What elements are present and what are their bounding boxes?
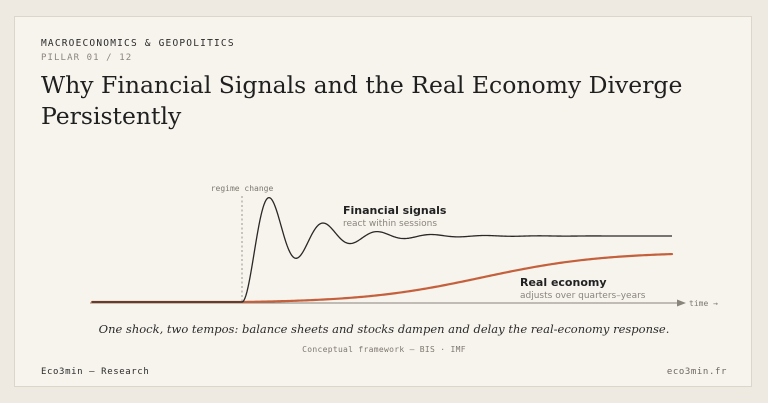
page-title: Why Financial Signals and the Real Econo…: [41, 71, 683, 130]
regime-change-label: regime change: [211, 184, 274, 193]
time-axis-label: time →: [689, 299, 718, 308]
footer-brand: Eco3min — Research: [41, 367, 150, 377]
financial-signals-subtitle: react within sessions: [343, 219, 437, 229]
footer-site-link[interactable]: eco3min.fr: [666, 367, 727, 377]
time-axis-arrowhead: [677, 299, 686, 307]
pillar-counter: PILLAR 01 / 12: [41, 53, 133, 63]
financial-signals-title: Financial signals: [343, 204, 447, 217]
figure-caption: One shock, two tempos: balance sheets an…: [98, 322, 670, 336]
real-economy-subtitle: adjusts over quarters–years: [520, 291, 646, 301]
card-frame: [14, 16, 752, 387]
category-kicker: MACROECONOMICS & GEOPOLITICS: [41, 38, 235, 49]
real-economy-title: Real economy: [520, 276, 607, 289]
financial-signals-curve: [92, 196, 672, 303]
source-note: Conceptual framework — BIS · IMF: [302, 345, 466, 354]
